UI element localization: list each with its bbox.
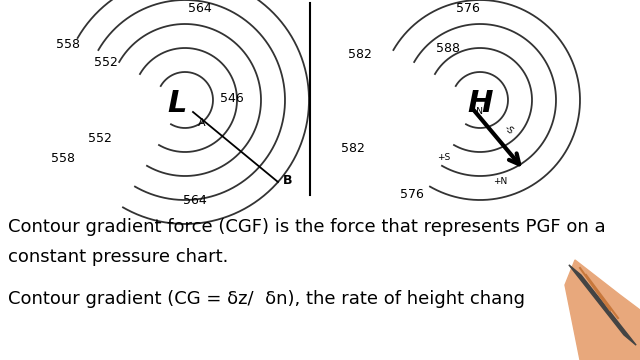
Text: -N: -N [474,108,484,117]
Text: 552: 552 [88,131,112,144]
Text: L: L [167,89,187,117]
Text: A: A [198,118,205,128]
Text: 564: 564 [183,194,207,207]
Text: H: H [467,89,493,117]
Text: +S: +S [437,153,451,162]
Text: 558: 558 [51,152,75,165]
Text: 564: 564 [188,1,212,14]
Text: constant pressure chart.: constant pressure chart. [8,248,228,266]
Text: Contour gradient (CG = δz/  δn), the rate of height chang: Contour gradient (CG = δz/ δn), the rate… [8,290,525,308]
Polygon shape [569,265,636,345]
Text: 546: 546 [220,91,244,104]
Text: 552: 552 [94,55,118,68]
Text: -S: -S [502,124,515,136]
Text: 588: 588 [436,41,460,54]
Text: 576: 576 [456,1,480,14]
Polygon shape [565,260,640,360]
Text: 576: 576 [400,188,424,201]
Text: +N: +N [493,177,507,186]
Text: B: B [283,175,292,188]
Text: 582: 582 [341,141,365,154]
Text: Contour gradient force (CGF) is the force that represents PGF on a: Contour gradient force (CGF) is the forc… [8,218,605,236]
Text: 558: 558 [56,39,80,51]
Text: 582: 582 [348,49,372,62]
